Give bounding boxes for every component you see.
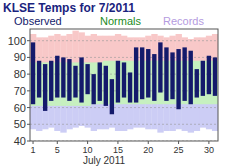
observed-bar bbox=[189, 51, 193, 104]
normal-band bbox=[85, 62, 91, 105]
x-tick-label: 5 bbox=[55, 145, 60, 155]
observed-bar bbox=[55, 56, 59, 98]
observed-bar bbox=[31, 42, 35, 104]
x-tick bbox=[33, 141, 34, 144]
normal-band bbox=[97, 62, 103, 104]
normal-band bbox=[72, 62, 78, 105]
title: KLSE Temps for 7/2011 bbox=[3, 1, 135, 15]
normal-band bbox=[121, 61, 127, 104]
x-tick bbox=[208, 141, 209, 144]
legend-label: Normals bbox=[100, 15, 141, 27]
observed-bar bbox=[110, 79, 114, 114]
observed-bar bbox=[128, 72, 132, 102]
y-tick bbox=[27, 107, 30, 108]
observed-bar bbox=[152, 54, 156, 101]
observed-bar bbox=[67, 59, 71, 101]
y-tick-label: 50 bbox=[14, 118, 26, 130]
observed-bar bbox=[195, 69, 199, 97]
legend-label: Observed bbox=[14, 15, 62, 27]
y-tick bbox=[27, 124, 30, 125]
observed-bar bbox=[170, 52, 174, 99]
observed-bar bbox=[116, 61, 120, 103]
observed-bar bbox=[37, 61, 41, 98]
y-tick-label: 60 bbox=[14, 102, 26, 114]
grid-line bbox=[30, 107, 218, 108]
normal-band bbox=[91, 62, 97, 104]
observed-bar bbox=[61, 57, 65, 97]
y-tick-label: 40 bbox=[14, 135, 26, 147]
normal-band bbox=[127, 61, 133, 104]
observed-bar bbox=[201, 61, 205, 96]
observed-bar bbox=[140, 47, 144, 99]
grid-line bbox=[30, 124, 218, 125]
observed-bar bbox=[98, 62, 102, 100]
x-tick-label: 20 bbox=[143, 145, 153, 155]
y-tick bbox=[27, 74, 30, 75]
normal-band bbox=[200, 61, 206, 104]
y-tick bbox=[27, 90, 30, 91]
observed-bar bbox=[164, 47, 168, 100]
observed-bar bbox=[43, 64, 47, 111]
x-tick-label: 25 bbox=[174, 145, 184, 155]
plot-marks bbox=[30, 31, 218, 141]
plot-frame bbox=[30, 29, 218, 141]
y-tick-label: 80 bbox=[14, 68, 26, 80]
x-axis-label: July 2011 bbox=[83, 155, 126, 166]
observed-bar bbox=[176, 49, 180, 109]
y-tick-label: 90 bbox=[14, 51, 26, 63]
plot-bg bbox=[30, 29, 218, 141]
y-tick-label: 100 bbox=[8, 35, 26, 47]
observed-bar bbox=[79, 57, 83, 102]
x-tick-label: 30 bbox=[204, 145, 214, 155]
observed-bar bbox=[182, 47, 186, 100]
x-tick bbox=[87, 141, 88, 144]
legend-label: Records bbox=[163, 15, 204, 27]
observed-bar bbox=[213, 57, 217, 95]
observed-bar bbox=[207, 56, 211, 94]
y-tick bbox=[27, 40, 30, 41]
normal-band bbox=[194, 61, 200, 104]
observed-bar bbox=[158, 42, 162, 92]
x-tick-label: 15 bbox=[113, 145, 123, 155]
y-tick-label: 70 bbox=[14, 85, 26, 97]
observed-bar bbox=[49, 61, 53, 101]
chart: 405060708090100151015202530July 2011KLSE… bbox=[0, 0, 226, 166]
x-tick bbox=[148, 141, 149, 144]
x-tick bbox=[178, 141, 179, 144]
observed-bar bbox=[146, 49, 150, 97]
x-tick bbox=[57, 141, 58, 144]
observed-bar bbox=[91, 74, 95, 104]
observed-bar bbox=[122, 62, 126, 97]
observed-bar bbox=[73, 66, 77, 98]
x-tick-label: 1 bbox=[31, 145, 36, 155]
x-tick bbox=[117, 141, 118, 144]
y-tick bbox=[27, 141, 30, 142]
normal-band bbox=[115, 61, 121, 104]
observed-bar bbox=[134, 47, 138, 102]
grid-line bbox=[30, 40, 218, 41]
y-tick bbox=[27, 57, 30, 58]
observed-bar bbox=[85, 64, 89, 94]
observed-bar bbox=[104, 66, 108, 106]
x-tick-label: 10 bbox=[83, 145, 93, 155]
